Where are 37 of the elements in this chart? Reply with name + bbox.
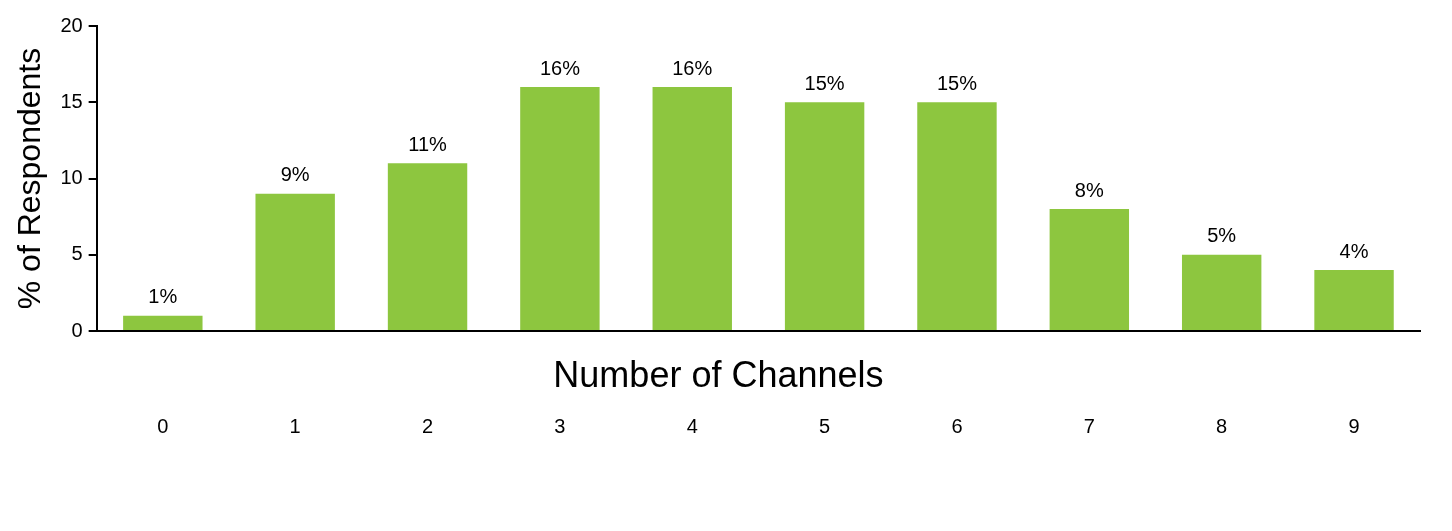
- bar: [1181, 254, 1262, 330]
- x-axis-title: Number of Channels: [553, 353, 884, 395]
- bar: [255, 193, 335, 330]
- bar: [520, 87, 600, 330]
- bar: [387, 163, 468, 330]
- data-label: 9%: [280, 163, 310, 186]
- x-tick-label: 7: [1083, 414, 1095, 437]
- x-tick-label: 5: [819, 414, 831, 437]
- y-tick-label: 20: [60, 13, 83, 36]
- y-tick-label: 5: [71, 242, 83, 265]
- data-label: 11%: [408, 132, 448, 155]
- x-tick-label: 0: [157, 414, 169, 437]
- y-tick-label: 15: [60, 89, 83, 112]
- x-tick-label: 9: [1348, 414, 1360, 437]
- data-label: 15%: [936, 71, 978, 94]
- data-label: 15%: [804, 71, 845, 94]
- data-label: 4%: [1339, 239, 1369, 262]
- bar: [652, 87, 732, 330]
- x-tick-label: 8: [1216, 414, 1228, 437]
- x-tick-label: 6: [951, 414, 963, 437]
- y-tick-label: 0: [71, 318, 83, 341]
- x-tick-label: 4: [686, 414, 698, 437]
- x-tick-label: 3: [554, 414, 566, 437]
- bar: [1049, 209, 1130, 330]
- bar: [784, 102, 865, 330]
- x-tick-label: 1: [289, 414, 301, 437]
- y-tick-label: 10: [60, 166, 83, 189]
- y-axis-title: % of Respondents: [11, 47, 48, 310]
- data-label: 16%: [539, 56, 581, 79]
- bar: [1314, 270, 1394, 330]
- x-tick-label: 2: [421, 414, 434, 437]
- data-label: 8%: [1074, 178, 1104, 201]
- data-label: 16%: [672, 56, 713, 79]
- bar: [123, 315, 203, 330]
- bar: [917, 102, 997, 330]
- data-label: 5%: [1207, 224, 1237, 247]
- data-label: 1%: [148, 285, 178, 308]
